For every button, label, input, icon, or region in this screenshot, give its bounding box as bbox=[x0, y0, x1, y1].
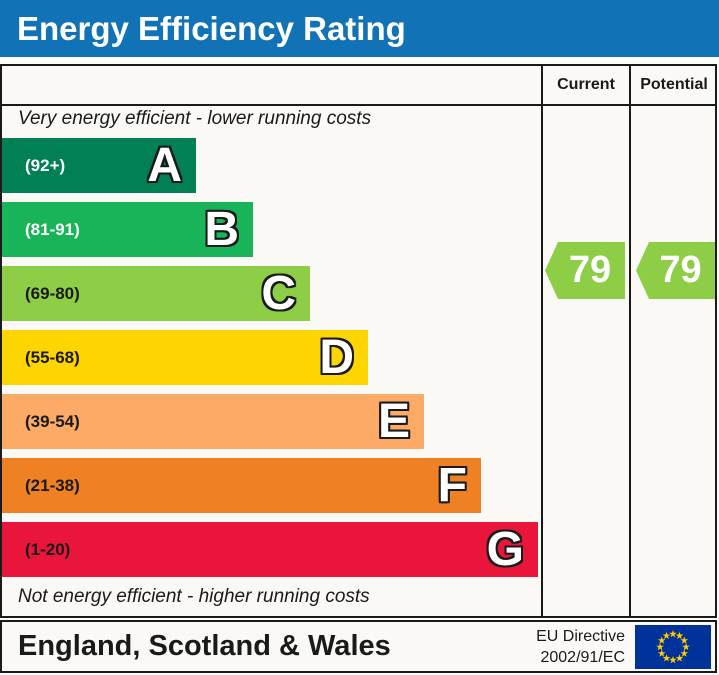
band-e-letter: E bbox=[377, 395, 410, 448]
page-title: Energy Efficiency Rating bbox=[0, 0, 719, 57]
band-e-range-label: (39-54) bbox=[25, 411, 80, 431]
current-rating-arrow: 79 bbox=[545, 242, 625, 299]
eu-directive-line1: EU Directive bbox=[536, 628, 625, 645]
band-b: (81-91) B bbox=[2, 202, 253, 257]
band-f-range-label: (21-38) bbox=[25, 475, 80, 495]
band-a-letter: A bbox=[147, 139, 182, 192]
band-c-range-label: (69-80) bbox=[25, 283, 80, 303]
header-divider bbox=[2, 104, 715, 106]
energy-rating-table: Current Potential Very energy efficient … bbox=[0, 64, 717, 618]
column-divider bbox=[541, 66, 543, 616]
band-e: (39-54) E bbox=[2, 394, 424, 449]
band-b-range-label: (81-91) bbox=[25, 219, 80, 239]
footer-bar: England, Scotland & Wales EU Directive 2… bbox=[0, 620, 717, 673]
column-divider bbox=[629, 66, 631, 616]
band-b-letter: B bbox=[204, 203, 239, 256]
band-d: (55-68) D bbox=[2, 330, 368, 385]
current-rating-value: 79 bbox=[568, 249, 612, 291]
band-c: (69-80) C bbox=[2, 266, 310, 321]
potential-rating-arrow: 79 bbox=[636, 242, 715, 299]
band-f: (21-38) F bbox=[2, 458, 481, 513]
band-c-letter: C bbox=[261, 267, 296, 320]
very-efficient-note: Very energy efficient - lower running co… bbox=[18, 108, 372, 129]
current-column-header: Current bbox=[557, 76, 615, 93]
not-efficient-note: Not energy efficient - higher running co… bbox=[18, 586, 370, 607]
band-g-letter: G bbox=[486, 523, 524, 576]
band-a: (92+) A bbox=[2, 138, 196, 193]
band-a-range-label: (92+) bbox=[25, 155, 66, 175]
potential-rating-value: 79 bbox=[659, 249, 702, 291]
potential-column-header: Potential bbox=[640, 76, 708, 93]
eu-directive-label: EU Directive 2002/91/EC bbox=[536, 626, 625, 668]
band-f-letter: F bbox=[437, 459, 467, 512]
region-label: England, Scotland & Wales bbox=[18, 630, 391, 662]
eu-directive-line2: 2002/91/EC bbox=[540, 649, 625, 666]
eu-flag-icon bbox=[635, 625, 711, 669]
band-g-range-label: (1-20) bbox=[25, 539, 71, 559]
band-g: (1-20) G bbox=[2, 522, 538, 577]
band-d-range-label: (55-68) bbox=[25, 347, 80, 367]
band-d-letter: D bbox=[319, 331, 354, 384]
